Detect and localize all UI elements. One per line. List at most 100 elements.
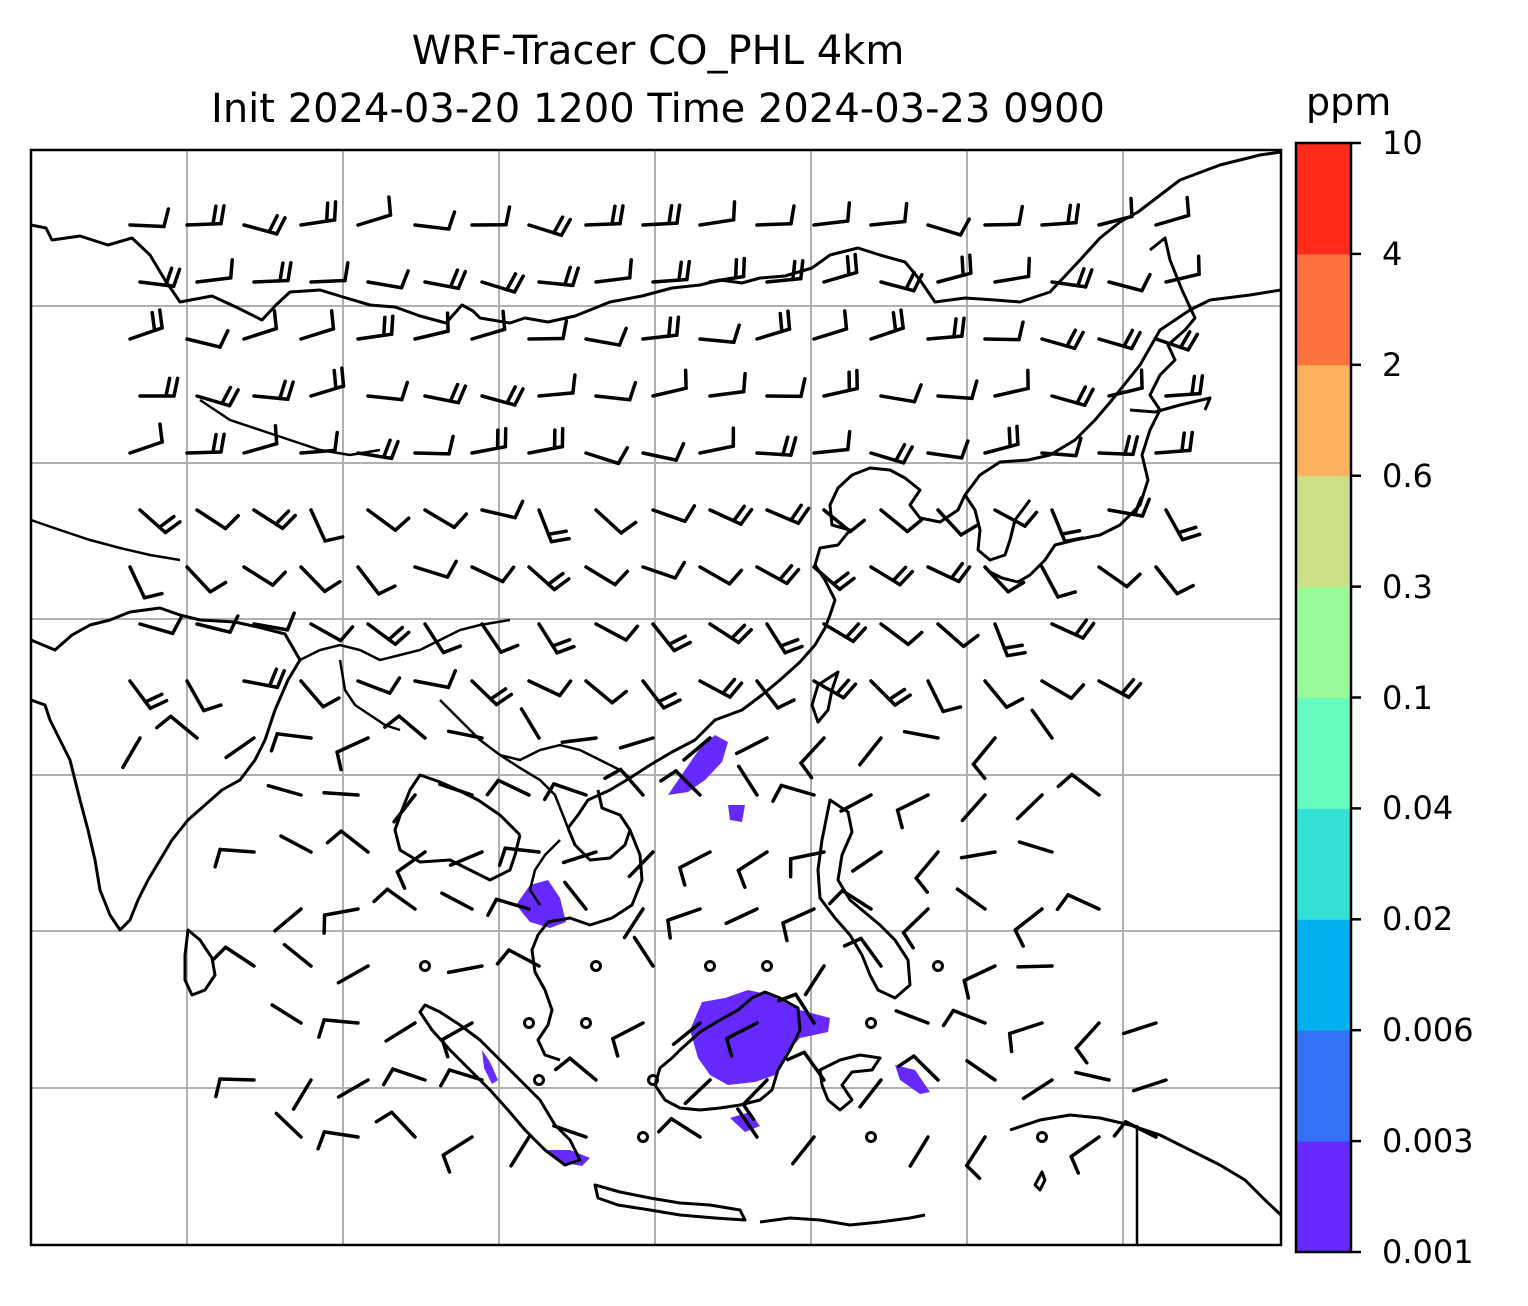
wind-barb (879, 270, 924, 293)
wind-barb (413, 311, 450, 341)
wind-barb (242, 213, 287, 236)
wind-barb (335, 736, 370, 772)
wind-barb (213, 847, 256, 869)
coastline-borneo (653, 990, 802, 1112)
wind-barb (1107, 368, 1144, 398)
wind-barb (537, 265, 580, 288)
wind-barb (252, 508, 297, 531)
wind-barb (594, 508, 638, 535)
wind-barb (1154, 330, 1200, 352)
wind-barb (611, 1021, 645, 1058)
wind-barb (185, 432, 226, 455)
wind-barb (470, 565, 516, 584)
wind-barb (309, 622, 355, 643)
plume-borneo (690, 990, 830, 1085)
colorbar-swatch (1296, 697, 1351, 809)
map-title-line2: Init 2024-03-20 1200 Time 2024-03-23 090… (211, 86, 1105, 132)
colorbar-swatch (1296, 253, 1351, 366)
wind-barb (869, 565, 915, 587)
wind-barb (480, 385, 525, 407)
wind-barb (983, 204, 1025, 227)
colorbar-swatch (1296, 808, 1351, 920)
wind-barb (366, 269, 410, 290)
wind-barb (698, 565, 744, 586)
wind-barb (1164, 374, 1205, 398)
coastline-japan (989, 236, 1212, 584)
wind-barb (803, 964, 826, 997)
wind-barb (423, 382, 468, 405)
wind-barb (1154, 565, 1195, 596)
wind-barb (282, 942, 313, 968)
border-line (439, 699, 570, 829)
wind-barb (1015, 793, 1044, 821)
wind-barb (651, 259, 691, 284)
wind-barb (641, 441, 686, 462)
coastline-new-guinea (1009, 1113, 1281, 1217)
wind-barb (384, 1021, 417, 1043)
wind-barb (561, 850, 598, 865)
wind-barb (682, 736, 712, 762)
wind-barb (641, 560, 687, 580)
wind-barb (708, 622, 753, 645)
wind-barb (839, 793, 873, 813)
plume-java (548, 1150, 590, 1166)
wind-barb (926, 439, 970, 460)
wind-barb (698, 426, 736, 455)
coastline-timor (1033, 1170, 1047, 1192)
wind-barb (755, 204, 796, 227)
colorbar-swatch (1296, 364, 1351, 477)
wind-barb (485, 778, 531, 797)
wind-barb (537, 508, 571, 544)
wind-barb (1040, 203, 1081, 227)
wind-barb (1131, 1078, 1168, 1093)
wind-barb (381, 1067, 427, 1087)
wind-barb (322, 791, 360, 797)
wind-barb (383, 714, 427, 740)
wind-barb (1050, 508, 1085, 544)
wind-barb (470, 426, 508, 455)
wind-barb (822, 252, 859, 284)
wind-barb (138, 508, 182, 535)
wind-barb (138, 376, 180, 398)
wind-barb (274, 1111, 303, 1139)
wind-barb (812, 309, 849, 341)
wind-barb (128, 679, 169, 711)
wind-barb (366, 622, 411, 647)
map-title-line1: WRF-Tracer CO_PHL 4km (411, 28, 905, 74)
wind-barb (708, 371, 747, 398)
coastline-philippines (816, 798, 912, 1000)
wind-barb (812, 429, 852, 455)
wind-barb (584, 446, 630, 466)
colorbar-swatch (1296, 1141, 1351, 1253)
wind-barb (765, 503, 811, 525)
wind-barb (993, 256, 1032, 284)
wind-barb (812, 678, 858, 700)
wind-barb (708, 504, 754, 526)
wind-barb (781, 907, 816, 943)
wind-barb (446, 964, 484, 975)
wind-barb (185, 679, 223, 713)
calm-marker (865, 1017, 877, 1029)
wind-barb (812, 201, 852, 227)
wind-barb (1030, 708, 1054, 740)
wind-barb (755, 435, 798, 457)
wind-barb (641, 203, 682, 227)
wind-barb (121, 736, 142, 770)
colorbar-swatch (1296, 1030, 1351, 1142)
wind-barb (195, 614, 240, 634)
wind-barb (448, 850, 484, 867)
plume-sumatra (482, 1050, 498, 1084)
wind-barb (423, 268, 468, 291)
wind-barb (941, 1008, 987, 1028)
colorbar-tick-label: 0.04 (1382, 789, 1454, 828)
wind-barb (879, 383, 923, 404)
wind-barb (542, 782, 588, 802)
wind-barb (486, 897, 531, 917)
border-line (528, 839, 561, 906)
border-line (31, 518, 181, 562)
wind-barb (309, 508, 345, 543)
colorbar-tick-label: 0.006 (1382, 1011, 1474, 1050)
wind-barb (480, 622, 520, 654)
wind-barb (279, 834, 313, 854)
wind-barb (736, 764, 759, 797)
